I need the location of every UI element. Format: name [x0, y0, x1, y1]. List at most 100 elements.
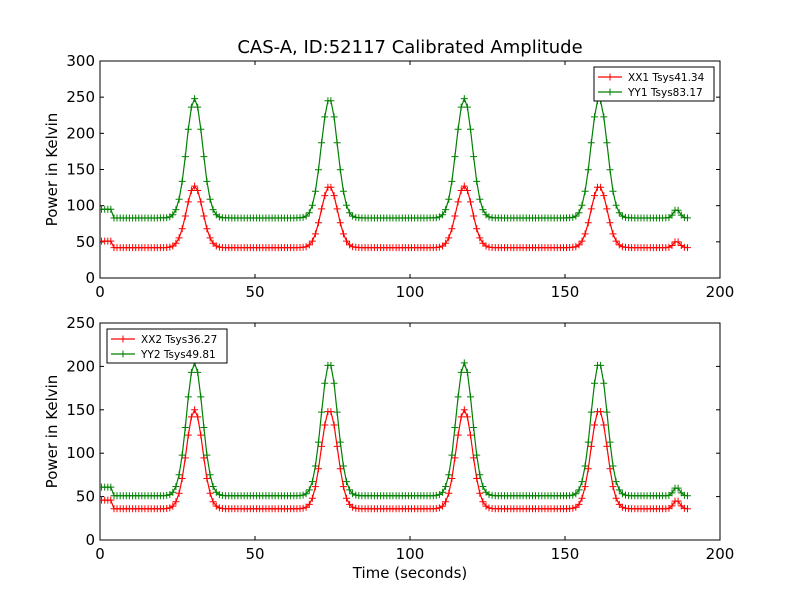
data-point-marker [305, 500, 313, 508]
data-point-marker [194, 413, 202, 421]
data-point-marker [575, 209, 583, 217]
data-point-marker [212, 242, 220, 250]
data-point-marker [587, 139, 595, 147]
data-point-marker [569, 213, 577, 221]
data-point-marker [609, 230, 617, 238]
data-point-marker [457, 187, 465, 194]
data-point-marker [181, 424, 189, 431]
data-point-marker [606, 166, 614, 174]
data-point-marker [212, 502, 220, 510]
y-tick-label: 50 [76, 488, 95, 506]
data-point-marker [476, 489, 484, 497]
data-point-marker [612, 237, 620, 245]
data-point-marker [463, 368, 471, 376]
data-point-marker [191, 406, 199, 414]
data-point-marker [457, 103, 465, 111]
data-point-marker [684, 492, 691, 500]
data-point-marker [609, 483, 617, 491]
data-point-marker [349, 490, 357, 498]
data-point-marker [591, 192, 598, 200]
data-point-marker [305, 486, 313, 494]
data-point-marker [612, 201, 620, 209]
data-point-marker [467, 125, 474, 133]
data-point-marker [175, 489, 183, 497]
legend-label: XX2 Tsys36.27 [141, 334, 217, 346]
x-tick-label: 200 [706, 545, 735, 563]
data-point-marker [339, 483, 347, 491]
data-point-marker [618, 503, 626, 511]
data-point-marker [674, 497, 682, 505]
data-point-marker [318, 205, 326, 213]
data-point-marker [572, 490, 580, 498]
data-point-marker [339, 462, 347, 470]
data-point-marker [448, 225, 456, 233]
data-point-marker [197, 198, 205, 206]
y-tick-label: 200 [66, 357, 95, 375]
data-point-marker [169, 211, 177, 219]
data-point-marker [308, 201, 316, 209]
data-point-marker [349, 503, 357, 511]
data-point-marker [606, 438, 614, 446]
data-point-marker [191, 182, 199, 190]
data-point-marker [485, 491, 493, 499]
data-point-marker [442, 239, 450, 247]
data-point-marker [305, 241, 313, 249]
data-point-marker [445, 471, 453, 479]
data-point-marker [460, 359, 468, 367]
data-point-marker [470, 212, 478, 220]
data-point-marker [308, 494, 316, 502]
data-point-marker [674, 206, 682, 214]
data-point-marker [600, 113, 608, 121]
data-point-marker [178, 225, 186, 233]
data-point-marker [454, 431, 462, 439]
data-point-marker [169, 502, 177, 510]
data-point-marker [615, 486, 623, 494]
data-point-marker [451, 212, 459, 220]
data-point-marker [184, 198, 192, 206]
data-point-marker [615, 209, 623, 217]
data-point-marker [203, 451, 211, 459]
data-point-marker [569, 243, 577, 251]
data-point-marker [684, 244, 691, 252]
data-point-marker [299, 213, 307, 221]
data-point-marker [163, 491, 171, 499]
data-point-marker [330, 379, 338, 387]
data-point-marker [668, 502, 676, 510]
data-point-marker [473, 177, 481, 185]
data-point-marker [215, 213, 223, 221]
y-tick-label: 100 [66, 197, 95, 215]
data-point-marker [107, 205, 115, 213]
data-point-marker [181, 212, 189, 220]
data-point-marker [169, 488, 177, 496]
data-point-marker [445, 195, 453, 203]
data-point-marker [674, 484, 682, 492]
data-point-marker [578, 201, 586, 209]
data-point-marker [442, 483, 450, 490]
data-point-marker [315, 219, 322, 227]
x-tick-label: 150 [551, 283, 580, 301]
data-point-marker [432, 214, 440, 222]
data-point-marker [432, 505, 440, 512]
data-point-marker [615, 241, 623, 249]
data-point-marker [166, 504, 174, 512]
data-point-marker [575, 500, 583, 508]
data-point-marker [618, 212, 626, 220]
data-point-marker [578, 478, 586, 486]
data-point-marker [479, 498, 487, 506]
data-point-marker [333, 442, 341, 450]
data-point-marker [463, 413, 471, 421]
data-point-marker [482, 502, 490, 510]
data-point-marker [178, 177, 186, 185]
data-point-marker [203, 177, 211, 185]
data-point-marker [305, 209, 313, 217]
data-point-marker [435, 504, 443, 512]
data-point-marker [318, 442, 326, 450]
data-point-marker [684, 505, 691, 513]
x-axis-label: Time (seconds) [352, 564, 468, 582]
data-point-marker [343, 478, 350, 486]
data-point-marker [603, 408, 611, 416]
data-point-marker [485, 504, 493, 512]
data-point-marker [677, 242, 685, 249]
data-point-marker [311, 462, 319, 470]
data-point-marker [597, 361, 605, 369]
